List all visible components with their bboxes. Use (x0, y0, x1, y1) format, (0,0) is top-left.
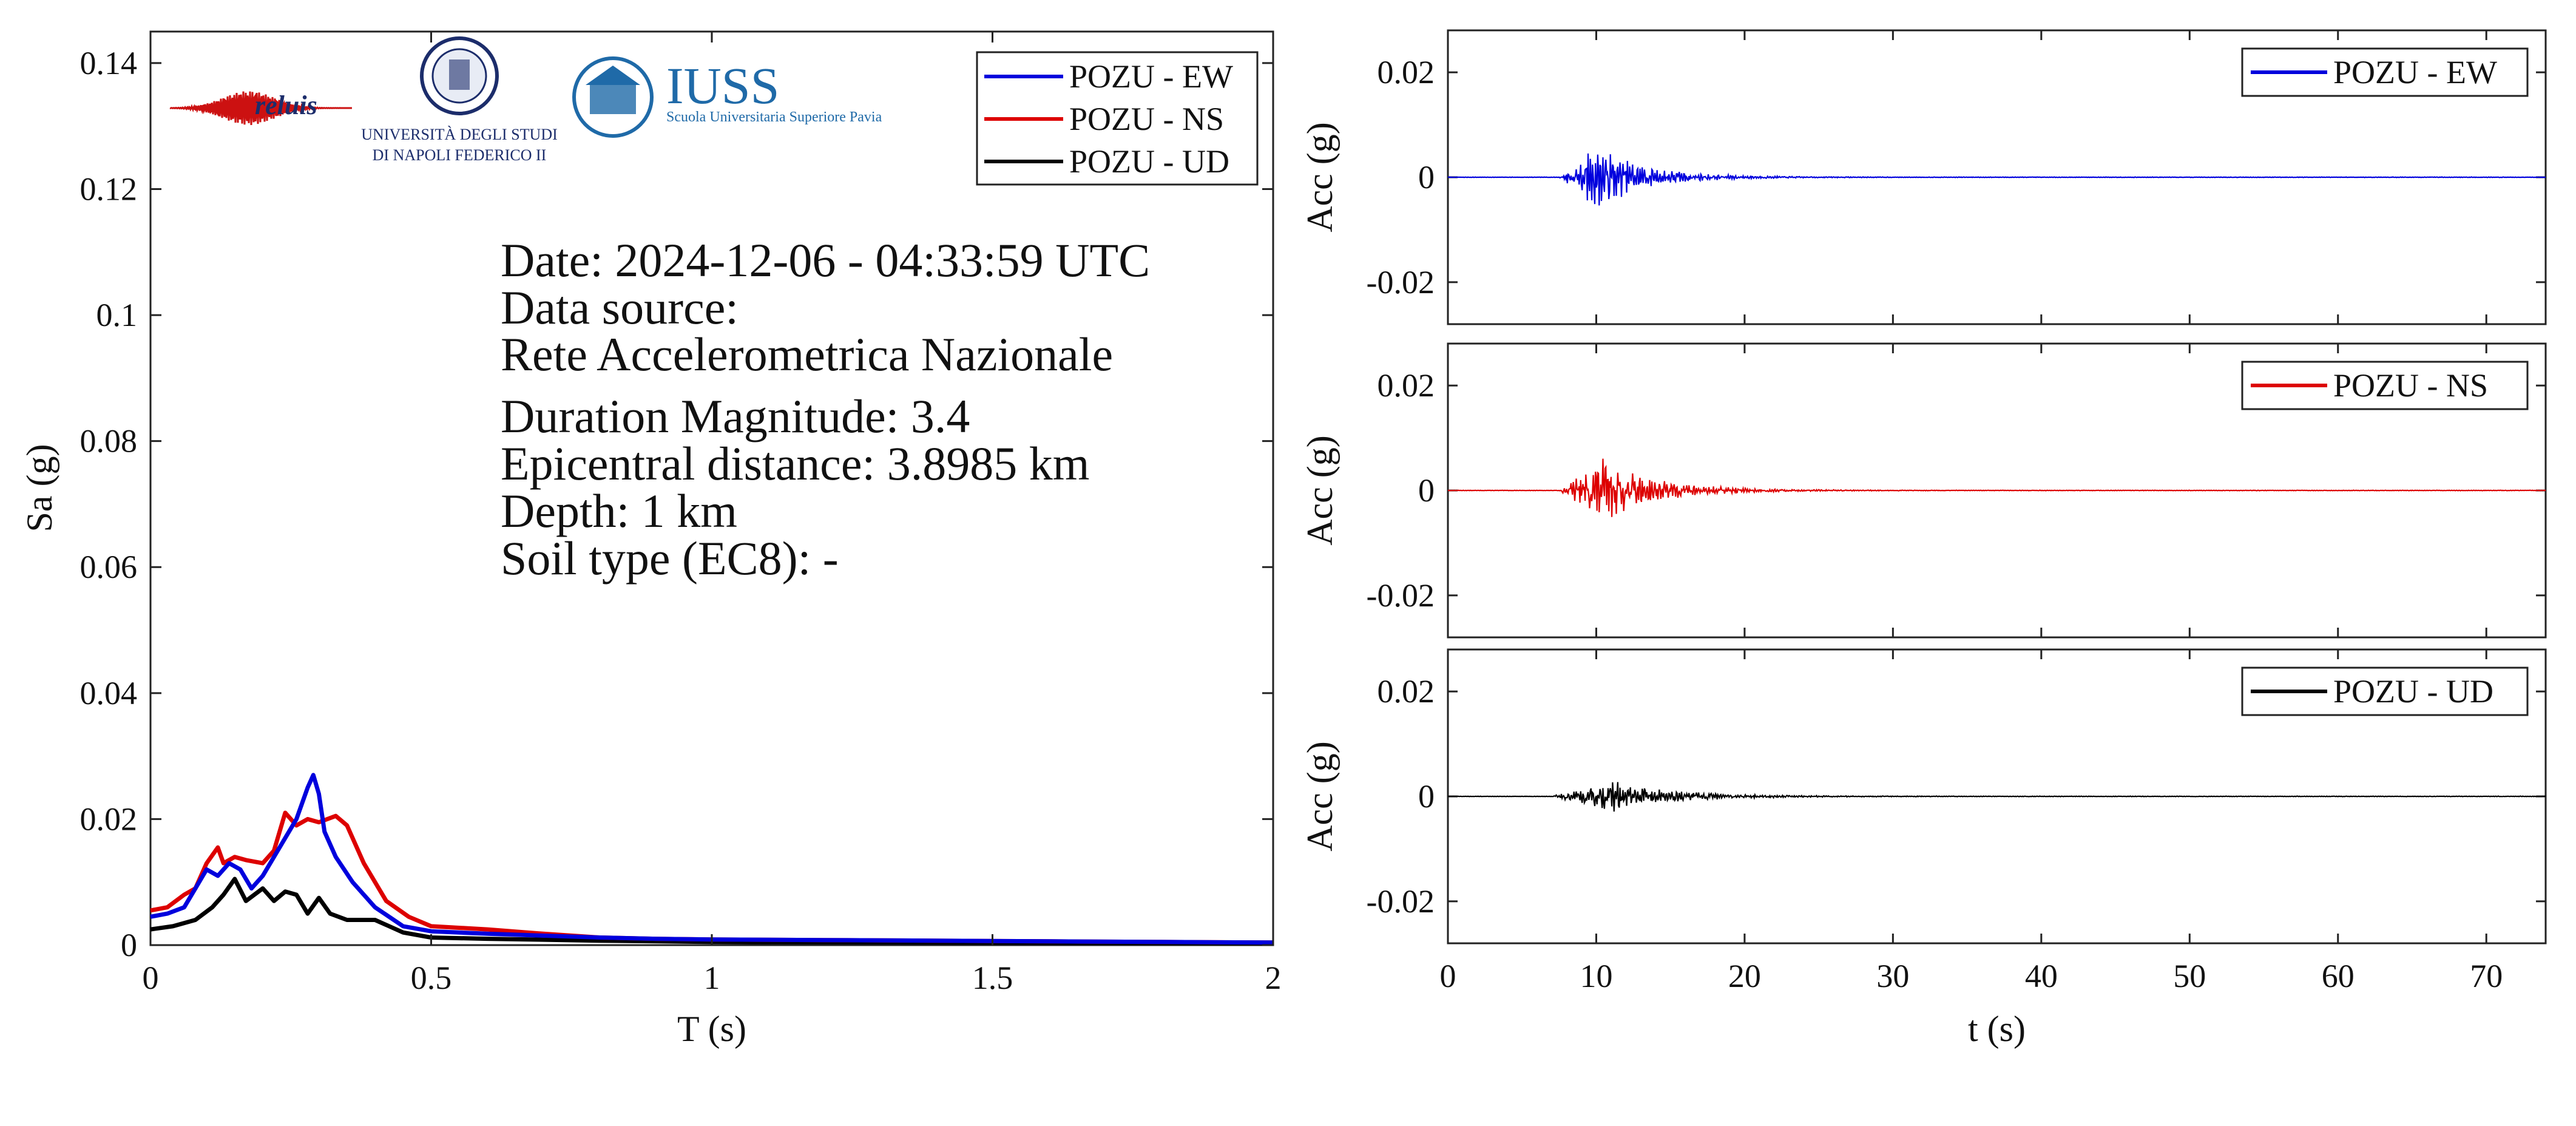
iuss-emblem-icon (572, 56, 654, 138)
waveform-ud (1447, 782, 2546, 812)
spectrum-y-label: Sa (g) (19, 444, 59, 532)
legend-label-ud: POZU - UD (1069, 143, 1229, 180)
y-tick-label: 0 (121, 927, 137, 963)
spectrum-series-ew (150, 773, 1274, 945)
y-tick-label: 0.02 (80, 801, 138, 837)
spectrum-x-label: T (s) (677, 1009, 746, 1049)
y-tick-label: 0.04 (80, 675, 138, 711)
accelerogram-legend-ns: POZU - NS (2241, 361, 2529, 410)
event-date: Date: 2024-12-06 - 04:33:59 UTC (501, 234, 1150, 287)
event-depth: Depth: 1 km (501, 484, 737, 537)
accelerogram-panel-ew: -0.02 0 0.02 Acc (g) POZU - EW (1300, 29, 2547, 325)
svg-text:Scuola Universitaria Superiore: Scuola Universitaria Superiore Pavia (666, 109, 882, 125)
soil-type: Soil type (EC8): - (501, 532, 839, 585)
svg-text:DI NAPOLI FEDERICO II: DI NAPOLI FEDERICO II (373, 146, 547, 164)
y-tick-label: 0.02 (1378, 673, 1435, 710)
iuss-logo: IUSS Scuola Universitaria Superiore Pavi… (572, 56, 882, 138)
accelerogram-panel-ud: 0 10 20 30 40 50 60 70 -0.02 0 0.02 Acc (g) t (s) POZ… (1300, 648, 2547, 1049)
legend-label-ew: POZU - EW (1069, 58, 1233, 95)
event-info: Date: 2024-12-06 - 04:33:59 UTC Data sou… (501, 234, 1150, 585)
legend-label-ns: POZU - NS (1069, 101, 1224, 137)
y-tick-label: 0.1 (96, 297, 138, 333)
y-tick-label: 0 (1418, 472, 1435, 509)
x-tick-label: 0 (1440, 958, 1456, 994)
y-tick-label: 0 (1418, 159, 1435, 195)
x-tick-label: 40 (2025, 958, 2058, 994)
unina-seal-icon (420, 36, 499, 115)
response-spectrum-panel: 0 0.02 0.04 0.06 0.08 0.1 0.12 0.14 0 0.5 1 1.5 2 T… (19, 30, 1282, 1049)
x-tick-label: 30 (1876, 958, 1909, 994)
y-tick-label: 0.12 (80, 171, 138, 207)
legend-label: POZU - EW (2333, 54, 2497, 90)
legend-label: POZU - UD (2333, 673, 2493, 710)
accelerogram-legend-ud: POZU - UD (2241, 666, 2529, 716)
x-tick-label: 0.5 (411, 960, 452, 996)
waveform-ns (1447, 458, 2546, 517)
reluis-wave-icon (169, 91, 352, 125)
accelerogram-x-label: t (s) (1968, 1009, 2026, 1049)
spectrum-series-ud (150, 877, 1274, 946)
x-tick-label: 50 (2173, 958, 2206, 994)
data-source-label: Data source: (501, 281, 739, 334)
x-tick-label: 10 (1580, 958, 1612, 994)
network-name: Rete Accelerometrica Nazionale (501, 328, 1113, 381)
waveform-ew (1447, 153, 2546, 206)
spectrum-legend: POZU - EW POZU - NS POZU - UD (976, 51, 1259, 186)
y-tick-label: -0.02 (1367, 577, 1435, 614)
accelerogram-panels: -0.02 0 0.02 Acc (g) POZU - EW -0.02 0 0.02 Acc … (1300, 29, 2547, 1049)
svg-text:reluis: reluis (255, 90, 317, 120)
duration-magnitude: Duration Magnitude: 3.4 (501, 390, 970, 443)
accelerogram-legend-ew: POZU - EW (2241, 47, 2529, 97)
x-tick-label: 70 (2470, 958, 2503, 994)
svg-text:IUSS: IUSS (666, 56, 779, 115)
epicentral-distance: Epicentral distance: 3.8985 km (501, 437, 1089, 490)
y-tick-label: -0.02 (1367, 883, 1435, 920)
x-tick-label: 1.5 (972, 960, 1013, 996)
unina-logo: UNIVERSITÀ DEGLI STUDI DI NAPOLI FEDERIC… (361, 36, 558, 164)
y-tick-label: 0.06 (80, 549, 138, 585)
y-tick-label: 0.14 (80, 45, 138, 81)
reluis-logo: reluis (169, 90, 352, 125)
legend-label: POZU - NS (2333, 367, 2488, 404)
x-tick-label: 0 (143, 960, 159, 996)
accelerogram-y-label: Acc (g) (1300, 741, 1340, 852)
y-tick-label: 0.02 (1378, 54, 1435, 90)
accelerogram-panel-ns: -0.02 0 0.02 Acc (g) POZU - NS (1300, 342, 2547, 639)
accelerogram-y-label: Acc (g) (1300, 122, 1340, 232)
y-tick-label: 0.02 (1378, 367, 1435, 404)
x-tick-label: 60 (2322, 958, 2355, 994)
y-tick-label: -0.02 (1367, 264, 1435, 300)
svg-text:UNIVERSITÀ DEGLI STUDI: UNIVERSITÀ DEGLI STUDI (361, 126, 558, 143)
x-tick-label: 20 (1728, 958, 1761, 994)
accelerogram-y-label: Acc (g) (1300, 435, 1340, 546)
y-tick-label: 0.08 (80, 423, 138, 460)
x-tick-label: 1 (704, 960, 720, 996)
x-tick-label: 2 (1265, 960, 1282, 996)
y-tick-label: 0 (1418, 778, 1435, 815)
